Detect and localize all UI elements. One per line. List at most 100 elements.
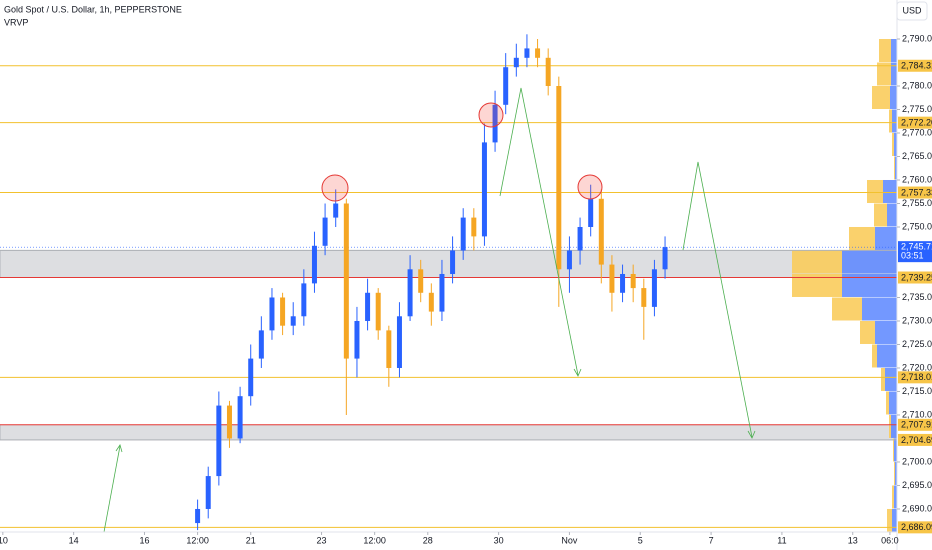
volume-down (860, 320, 875, 344)
projection-arrow (682, 161, 753, 438)
volume-up (875, 320, 897, 344)
countdown-label: 03:51 (901, 251, 924, 261)
last-price-label: 2,745.71 (901, 242, 932, 252)
volume-down (892, 133, 894, 156)
y-tick-label: 2,765.00 (902, 151, 932, 161)
price-label: 2,686.09 (901, 522, 932, 532)
candle-body (258, 330, 264, 359)
indicator-label: VRVP (4, 17, 28, 27)
chart-title: Gold Spot / U.S. Dollar, 1h, PEPPERSTONE (4, 4, 182, 14)
candle-body (343, 203, 349, 359)
candle-body (280, 297, 286, 326)
y-tick-label: 2,790.00 (902, 33, 932, 43)
candle-body (503, 67, 509, 105)
drawings (103, 87, 756, 533)
y-tick-label: 2,730.00 (902, 315, 932, 325)
x-tick-label: 13 (848, 535, 858, 545)
volume-down (849, 226, 875, 250)
y-tick-label: 2,690.00 (902, 503, 932, 513)
volume-up (891, 62, 897, 86)
price-label-box (898, 186, 932, 199)
candle-body (492, 104, 498, 143)
candle-body (641, 288, 647, 307)
candle-body (535, 48, 541, 58)
candle-body (566, 250, 572, 270)
candle-body (513, 57, 519, 68)
candle-body (460, 217, 466, 251)
candle-body (386, 330, 392, 368)
projection-arrow (103, 445, 121, 533)
candle-body (481, 142, 487, 237)
volume-down (872, 86, 890, 110)
currency-button[interactable] (896, 1, 928, 21)
volume-up (890, 86, 897, 110)
currency-label[interactable]: USD (902, 5, 922, 15)
price-label: 2,784.31 (901, 61, 932, 71)
volume-up (895, 461, 897, 485)
y-tick-label: 2,695.00 (902, 480, 932, 490)
price-label: 2,757.33 (901, 187, 932, 197)
x-tick-label: 30 (494, 535, 504, 545)
volume-up (889, 391, 897, 415)
candle-body (301, 283, 307, 317)
volume-up (883, 179, 897, 203)
candle-body (311, 245, 317, 284)
y-tick-label: 2,775.00 (902, 104, 932, 114)
volume-up (842, 273, 897, 297)
candle-body (450, 250, 456, 274)
price-label-box (898, 59, 932, 72)
volume-down (832, 297, 862, 321)
y-tick-label: 2,770.00 (902, 127, 932, 137)
candle-body (195, 508, 201, 524)
highlight-circles (321, 102, 603, 202)
candle-body (662, 247, 668, 270)
zone (0, 250, 898, 278)
volume-up (892, 508, 897, 532)
candle-body (651, 269, 657, 307)
candle-body (248, 358, 254, 397)
candle-body (375, 292, 381, 331)
volume-up (842, 250, 897, 274)
volume-down (879, 39, 891, 63)
circle (577, 174, 603, 200)
price-label-box (898, 116, 932, 129)
candle-body (216, 405, 222, 477)
price-label: 2,718.01 (901, 372, 932, 382)
volume-up (887, 203, 897, 227)
candle-body (471, 217, 477, 237)
candle-body (545, 57, 551, 87)
volume-up (894, 438, 897, 462)
y-tick-label: 2,710.00 (902, 409, 932, 419)
x-tick-label: 12:00 (186, 535, 209, 545)
candle-body (428, 292, 434, 312)
candle-body (577, 226, 583, 251)
price-label-box (898, 371, 932, 384)
volume-up (885, 367, 897, 391)
volume-up (877, 344, 897, 368)
volume-down (894, 461, 895, 485)
price-label-box (898, 433, 932, 446)
arrow-head (573, 368, 582, 377)
price-label: 2,704.69 (901, 435, 932, 445)
candle-body (269, 297, 275, 331)
price-label: 2,739.25 (901, 272, 932, 282)
candle-body (322, 217, 328, 246)
circle (478, 102, 504, 128)
y-tick-label: 2,725.00 (902, 339, 932, 349)
circle (321, 174, 349, 202)
volume-down (886, 391, 889, 415)
candle-body (354, 320, 360, 359)
candle-body (396, 316, 402, 368)
volume-up (894, 485, 897, 509)
price-label: 2,772.20 (901, 118, 932, 128)
volume-up (891, 39, 897, 63)
volume-up (875, 226, 897, 250)
volume-down (887, 508, 892, 532)
candle-body (439, 273, 445, 312)
x-tick-label: 10 (0, 535, 8, 545)
x-tick-label: 21 (246, 535, 256, 545)
y-tick-label: 2,760.00 (902, 174, 932, 184)
